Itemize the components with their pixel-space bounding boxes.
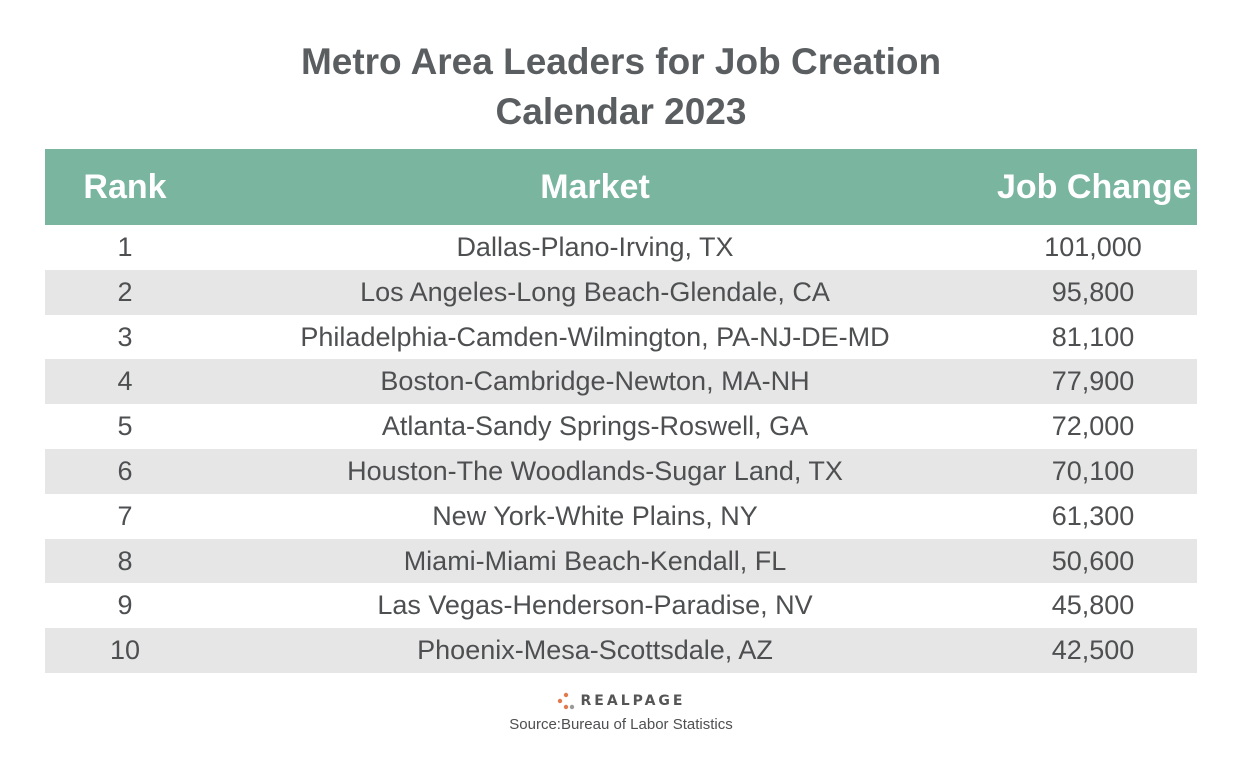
market-cell: Dallas-Plano-Irving, TX [456, 232, 734, 262]
job-change-cell: 61,300 [1051, 500, 1135, 531]
market-cell: Las Vegas-Henderson-Paradise, NV [377, 590, 813, 621]
rank-cell: 1 [117, 232, 133, 262]
table-row: 6 Houston-The Woodlands-Sugar Land, TX 70,… [45, 448, 1197, 494]
column-header-job-change: Job Change [997, 168, 1192, 206]
job-change-cell: 72,000 [1051, 411, 1135, 442]
job-change-cell: 81,100 [1051, 321, 1135, 352]
rank-cell: 5 [117, 411, 133, 442]
market-cell: Philadelphia-Camden-Wilmington, PA-NJ-DE… [300, 321, 890, 352]
rank-cell: 6 [117, 455, 133, 486]
rank-cell: 2 [117, 276, 133, 307]
job-change-cell: 42,500 [1051, 635, 1135, 666]
table-row: 3 Philadelphia-Camden-Wilmington, PA-NJ-D… [45, 315, 1197, 360]
table-row: 7 New York-White Plains, NY 61,300 [45, 494, 1197, 539]
rank-cell: 3 [117, 321, 133, 352]
job-change-cell: 77,900 [1051, 366, 1135, 397]
rank-cell: 9 [117, 590, 133, 621]
market-cell: Miami-Miami Beach-Kendall, FL [403, 545, 787, 576]
rank-cell: 7 [117, 500, 133, 531]
chart-subtitle: Calendar 2023 [495, 91, 747, 132]
table-row: 9 Las Vegas-Henderson-Paradise, NV 45,800 [45, 583, 1197, 628]
table-row: 4 Boston-Cambridge-Newton, MA-NH 77,900 [45, 359, 1197, 405]
table-row: 2 Los Angeles-Long Beach-Glendale, CA 95,8… [45, 269, 1197, 315]
rank-cell: 8 [117, 545, 133, 576]
table-row: 1 Dallas-Plano-Irving, TX 101,000 [45, 225, 1197, 270]
column-header-rank: Rank [83, 168, 167, 206]
rank-cell: 10 [109, 635, 141, 666]
job-change-cell: 50,600 [1051, 545, 1135, 576]
market-cell: Houston-The Woodlands-Sugar Land, TX [347, 455, 843, 486]
job-change-cell: 95,800 [1051, 276, 1135, 307]
market-cell: Boston-Cambridge-Newton, MA-NH [380, 366, 810, 397]
realpage-logo: REALPAGE [0, 692, 1242, 714]
market-cell: New York-White Plains, NY [432, 500, 758, 531]
table-row: 5 Atlanta-Sandy Springs-Roswell, GA 72,000 [45, 404, 1197, 449]
chart-title: Metro Area Leaders for Job Creation [300, 41, 942, 82]
market-cell: Phoenix-Mesa-Scottsdale, AZ [417, 635, 773, 666]
column-header-market: Market [540, 168, 650, 206]
realpage-logo-text: REALPAGE [580, 693, 686, 709]
job-change-cell: 45,800 [1051, 590, 1135, 621]
realpage-dots-icon [557, 692, 574, 710]
table-header: Rank Market Job Change [45, 149, 1197, 225]
job-creation-table: Rank Market Job Change 1 Dallas-Plano-Irv… [45, 149, 1197, 673]
market-cell: Los Angeles-Long Beach-Glendale, CA [360, 276, 830, 307]
market-cell: Atlanta-Sandy Springs-Roswell, GA [381, 411, 809, 442]
table-row: 8 Miami-Miami Beach-Kendall, FL 50,600 [45, 538, 1197, 584]
source-note: Source:Bureau of Labor Statistics [509, 716, 733, 733]
table-row: 10 Phoenix-Mesa-Scottsdale, AZ 42,500 [45, 628, 1197, 673]
job-change-cell: 70,100 [1051, 455, 1135, 486]
job-change-cell: 101,000 [1044, 232, 1142, 262]
rank-cell: 4 [117, 366, 133, 397]
table-body: 1 Dallas-Plano-Irving, TX 101,000 2 Los Ange… [45, 225, 1197, 673]
